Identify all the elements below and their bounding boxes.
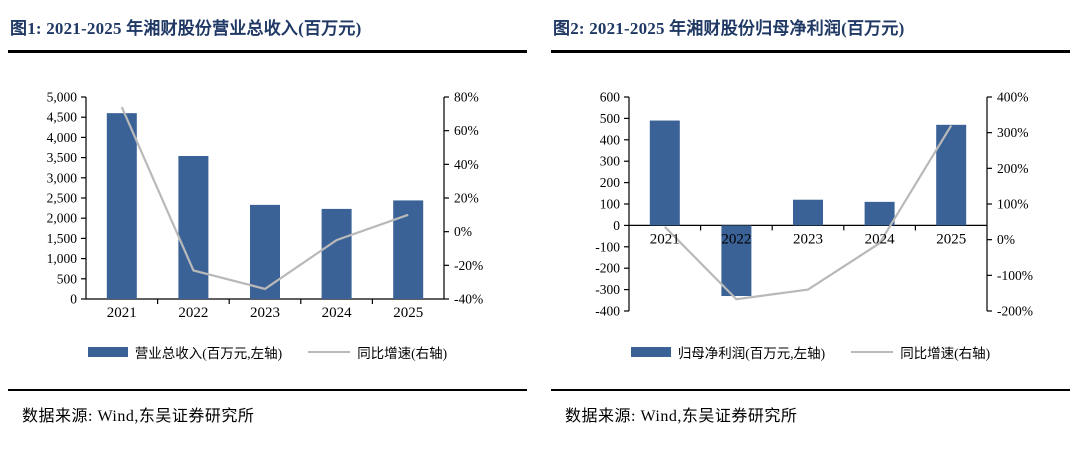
figure-1-panel: 图1: 2021-2025 年湘财股份营业总收入(百万元) 5,000 4,500…: [8, 0, 527, 426]
bars: [649, 120, 967, 297]
svg-text:200%: 200%: [997, 161, 1029, 176]
svg-text:2,500: 2,500: [47, 191, 78, 206]
growth-line-legend-label: 同比增速(右轴): [900, 346, 991, 361]
netprofit-bar-legend-swatch: [630, 347, 671, 357]
svg-text:-200%: -200%: [997, 304, 1033, 319]
figure-1-legend: 营业总收入(百万元,左轴) 同比增速(右轴): [8, 341, 527, 363]
bar-2024: [321, 208, 352, 299]
bar-2022: [721, 225, 752, 297]
figure-2-bottom-rule: [551, 389, 1070, 391]
svg-text:2023: 2023: [793, 231, 823, 247]
svg-text:-100%: -100%: [997, 268, 1033, 283]
axis-tick-labels: 600 500 400 300 200 100 0 -100 -200 -300 -400 400% 3…: [595, 90, 1033, 319]
svg-text:0%: 0%: [997, 232, 1015, 247]
svg-text:2025: 2025: [393, 305, 423, 321]
figure-1-title: 图1: 2021-2025 年湘财股份营业总收入(百万元): [10, 19, 362, 38]
svg-text:-400: -400: [595, 304, 620, 319]
axis-tick-labels: 5,000 4,500 4,000 3,500 3,000 2,500 2,000 1,500…: [47, 90, 484, 307]
bar-2025: [936, 124, 967, 226]
svg-text:400: 400: [600, 132, 621, 147]
growth-line-legend-swatch: [851, 350, 894, 354]
svg-text:3,000: 3,000: [47, 170, 78, 185]
svg-text:1,000: 1,000: [47, 251, 78, 266]
figure-1-source: 数据来源: Wind,东吴证券研究所: [22, 408, 255, 425]
svg-text:500: 500: [57, 271, 78, 286]
svg-text:80%: 80%: [454, 90, 479, 105]
bar-2023: [250, 204, 280, 299]
svg-text:100%: 100%: [997, 197, 1029, 212]
svg-text:2021: 2021: [650, 231, 680, 247]
svg-text:-100: -100: [595, 239, 620, 254]
svg-text:300%: 300%: [997, 125, 1029, 140]
growth-line-legend-label: 同比增速(右轴): [357, 346, 448, 361]
svg-text:2024: 2024: [865, 231, 896, 247]
svg-text:2025: 2025: [936, 231, 966, 247]
revenue-bar-legend-swatch: [87, 347, 128, 357]
svg-text:300: 300: [600, 154, 621, 169]
bar-2021: [649, 120, 680, 226]
growth-line: [664, 124, 953, 301]
svg-text:4,000: 4,000: [47, 130, 78, 145]
svg-text:5,000: 5,000: [47, 90, 78, 105]
figure-2-legend: 归母净利润(百万元,左轴) 同比增速(右轴): [551, 341, 1070, 363]
bars: [106, 113, 424, 299]
bar-2021: [106, 113, 137, 299]
svg-text:200: 200: [600, 175, 621, 190]
bar-2025: [393, 200, 424, 299]
figure-1-bottom-rule: [8, 389, 527, 391]
svg-text:0: 0: [70, 292, 77, 307]
figure-2-title-rule: [551, 50, 1070, 53]
svg-text:2021: 2021: [107, 305, 137, 321]
svg-text:60%: 60%: [454, 123, 479, 138]
svg-text:-20%: -20%: [454, 258, 483, 273]
x-axis-labels: 2021 2022 2023 2024 2025: [107, 305, 423, 321]
figure-1-title-rule: [8, 50, 527, 53]
bar-2022: [178, 155, 209, 299]
bar-2024: [864, 201, 895, 226]
figure-1-chart: 5,000 4,500 4,000 3,500 3,000 2,500 2,000 1,500…: [47, 90, 484, 322]
svg-text:0%: 0%: [454, 224, 472, 239]
svg-text:4,500: 4,500: [47, 110, 78, 125]
figure-2-panel: 图2: 2021-2025 年湘财股份归母净利润(百万元) 600 500 400 3…: [551, 0, 1070, 426]
figure-2-title: 图2: 2021-2025 年湘财股份归母净利润(百万元): [553, 19, 905, 38]
revenue-bar-legend-label: 营业总收入(百万元,左轴): [134, 346, 283, 361]
svg-text:3,500: 3,500: [47, 150, 78, 165]
growth-line: [120, 106, 409, 291]
svg-text:0: 0: [613, 218, 620, 233]
svg-text:-300: -300: [595, 282, 620, 297]
svg-text:600: 600: [600, 90, 621, 105]
svg-text:100: 100: [600, 197, 621, 212]
svg-text:20%: 20%: [454, 191, 479, 206]
svg-text:400%: 400%: [997, 90, 1029, 105]
figure-2-chart: 600 500 400 300 200 100 0 -100 -200 -300 -400 400% 3…: [595, 90, 1033, 319]
svg-text:500: 500: [600, 111, 621, 126]
svg-text:-200: -200: [595, 261, 620, 276]
svg-text:-40%: -40%: [454, 292, 483, 307]
svg-text:2023: 2023: [250, 305, 280, 321]
svg-text:2022: 2022: [721, 231, 751, 247]
svg-text:2022: 2022: [178, 305, 208, 321]
growth-line-legend-swatch: [308, 350, 351, 354]
bar-2023: [793, 199, 823, 226]
svg-text:2,000: 2,000: [47, 211, 78, 226]
x-axis-labels: 2021 2022 2023 2024 2025: [650, 231, 966, 247]
svg-text:1,500: 1,500: [47, 231, 78, 246]
figure-2-source: 数据来源: Wind,东吴证券研究所: [565, 408, 798, 425]
svg-text:2024: 2024: [322, 305, 353, 321]
report-figures-row: 图1: 2021-2025 年湘财股份营业总收入(百万元) 5,000 4,500…: [8, 0, 1070, 426]
svg-text:40%: 40%: [454, 157, 479, 172]
netprofit-bar-legend-label: 归母净利润(百万元,左轴): [677, 346, 826, 361]
